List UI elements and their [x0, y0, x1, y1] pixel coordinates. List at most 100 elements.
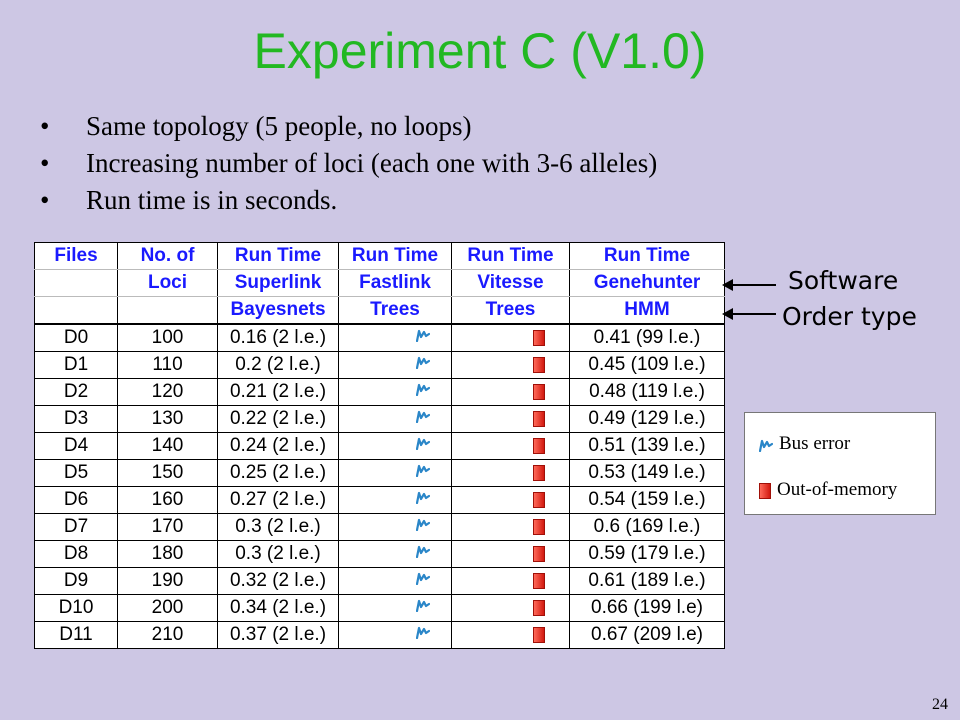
superlink-cell: 0.25 (2 l.e.): [217, 459, 339, 487]
genehunter-cell: 0.6 (169 l.e.): [569, 513, 725, 541]
software-annotation: Software: [788, 266, 899, 295]
header-cell: Bayesnets: [217, 296, 339, 325]
loci-cell: 100: [117, 323, 218, 352]
loci-cell: 150: [117, 459, 218, 487]
vitesse-cell: [451, 486, 570, 514]
file-cell: D0: [34, 323, 118, 352]
file-cell: D10: [34, 594, 118, 622]
table-row: D0 100 0.16 (2 l.e.) 0.41 (99 l.e.): [34, 323, 725, 352]
legend-bus-error: Bus error: [759, 433, 850, 455]
bullet-text: Same topology (5 people, no loops): [86, 111, 472, 141]
vitesse-cell: [451, 513, 570, 541]
genehunter-cell: 0.51 (139 l.e.): [569, 432, 725, 460]
out-of-memory-icon: [532, 356, 545, 373]
vitesse-cell: [451, 432, 570, 460]
vitesse-cell: [451, 594, 570, 622]
table-row: D6 160 0.27 (2 l.e.) 0.54 (159 l.e.): [34, 486, 725, 514]
vitesse-cell: [451, 540, 570, 568]
superlink-cell: 0.32 (2 l.e.): [217, 567, 339, 595]
superlink-cell: 0.24 (2 l.e.): [217, 432, 339, 460]
loci-cell: 160: [117, 486, 218, 514]
header-cell: Trees: [451, 296, 570, 325]
slide-title: Experiment C (V1.0): [253, 23, 707, 79]
header-cell: Vitesse: [451, 269, 570, 297]
vitesse-cell: [451, 621, 570, 649]
superlink-cell: 0.22 (2 l.e.): [217, 405, 339, 433]
bus-error-icon: [416, 329, 430, 342]
out-of-memory-icon: [532, 491, 545, 508]
header-cell: [34, 269, 118, 297]
fastlink-cell: [338, 621, 452, 649]
bullet-item: • Run time is in seconds.: [40, 182, 657, 219]
bus-error-icon: [416, 383, 430, 396]
loci-cell: 170: [117, 513, 218, 541]
fastlink-cell: [338, 513, 452, 541]
order-type-arrow: [728, 313, 776, 315]
file-cell: D11: [34, 621, 118, 649]
page-number: 24: [932, 696, 948, 713]
vitesse-cell: [451, 405, 570, 433]
out-of-memory-icon: [532, 383, 545, 400]
order-type-annotation: Order type: [782, 302, 917, 331]
superlink-cell: 0.37 (2 l.e.): [217, 621, 339, 649]
header-cell: Trees: [338, 296, 452, 325]
loci-cell: 180: [117, 540, 218, 568]
loci-cell: 210: [117, 621, 218, 649]
header-cell: [117, 296, 218, 325]
file-cell: D6: [34, 486, 118, 514]
vitesse-cell: [451, 323, 570, 352]
header-cell: Run Time: [217, 242, 339, 270]
out-of-memory-icon: [532, 437, 545, 454]
fastlink-cell: [338, 567, 452, 595]
bullet-text: Run time is in seconds.: [86, 185, 338, 215]
header-cell: [34, 296, 118, 325]
genehunter-cell: 0.61 (189 l.e.): [569, 567, 725, 595]
loci-cell: 190: [117, 567, 218, 595]
bullet-item: • Same topology (5 people, no loops): [40, 108, 657, 145]
software-arrow: [728, 284, 776, 286]
out-of-memory-icon: [532, 599, 545, 616]
fastlink-cell: [338, 405, 452, 433]
file-cell: D1: [34, 351, 118, 379]
loci-cell: 130: [117, 405, 218, 433]
superlink-cell: 0.34 (2 l.e.): [217, 594, 339, 622]
bullet-item: • Increasing number of loci (each one wit…: [40, 145, 657, 182]
bullet-dot: •: [40, 148, 50, 178]
table-row: D10 200 0.34 (2 l.e.) 0.66 (199 l.e): [34, 594, 725, 622]
fastlink-cell: [338, 594, 452, 622]
file-cell: D9: [34, 567, 118, 595]
header-cell: Files: [34, 242, 118, 270]
file-cell: D4: [34, 432, 118, 460]
header-cell: Run Time: [569, 242, 725, 270]
bus-error-icon: [416, 545, 430, 558]
out-of-memory-icon: [532, 626, 545, 643]
superlink-cell: 0.3 (2 l.e.): [217, 540, 339, 568]
vitesse-cell: [451, 567, 570, 595]
genehunter-cell: 0.66 (199 l.e): [569, 594, 725, 622]
table-row: D8 180 0.3 (2 l.e.) 0.59 (179 l.e.): [34, 540, 725, 568]
genehunter-cell: 0.59 (179 l.e.): [569, 540, 725, 568]
table-row: D3 130 0.22 (2 l.e.) 0.49 (129 l.e.): [34, 405, 725, 433]
legend: Bus error Out-of-memory: [744, 412, 936, 515]
file-cell: D2: [34, 378, 118, 406]
fastlink-cell: [338, 323, 452, 352]
bus-error-icon: [416, 437, 430, 450]
legend-label: Bus error: [779, 433, 851, 454]
table-row: D1 110 0.2 (2 l.e.) 0.45 (109 l.e.): [34, 351, 725, 379]
table-row: D2 120 0.21 (2 l.e.) 0.48 (119 l.e.): [34, 378, 725, 406]
genehunter-cell: 0.41 (99 l.e.): [569, 323, 725, 352]
header-cell: Run Time: [451, 242, 570, 270]
results-table: Files No. of Run Time Run Time Run Time …: [34, 242, 725, 649]
bus-error-icon: [416, 410, 430, 423]
genehunter-cell: 0.48 (119 l.e.): [569, 378, 725, 406]
bullet-list: • Same topology (5 people, no loops) • Inc…: [40, 108, 657, 219]
superlink-cell: 0.3 (2 l.e.): [217, 513, 339, 541]
file-cell: D8: [34, 540, 118, 568]
header-cell: Genehunter: [569, 269, 725, 297]
table-body: D0 100 0.16 (2 l.e.) 0.41 (99 l.e.) D1 110 0.2…: [34, 323, 725, 649]
file-cell: D7: [34, 513, 118, 541]
out-of-memory-icon: [532, 410, 545, 427]
bullet-text: Increasing number of loci (each one with…: [86, 148, 658, 178]
loci-cell: 140: [117, 432, 218, 460]
fastlink-cell: [338, 540, 452, 568]
